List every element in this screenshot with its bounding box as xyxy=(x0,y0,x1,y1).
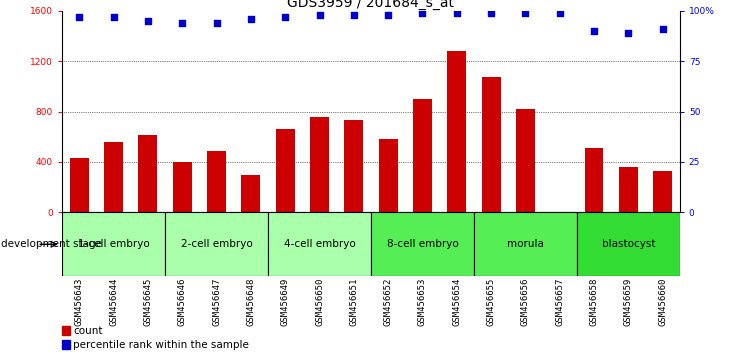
Bar xyxy=(62,340,70,349)
Bar xyxy=(379,139,398,212)
Point xyxy=(588,28,600,34)
Bar xyxy=(413,99,432,212)
Point xyxy=(623,30,635,36)
Bar xyxy=(207,150,226,212)
Text: GSM456658: GSM456658 xyxy=(589,278,599,326)
Bar xyxy=(310,116,329,212)
Point xyxy=(382,12,394,17)
Text: GSM456659: GSM456659 xyxy=(624,278,633,326)
Text: 2-cell embryo: 2-cell embryo xyxy=(181,239,252,249)
Bar xyxy=(105,142,123,212)
Title: GDS3959 / 201684_s_at: GDS3959 / 201684_s_at xyxy=(287,0,455,10)
FancyBboxPatch shape xyxy=(268,212,371,276)
Bar xyxy=(619,167,637,212)
Bar xyxy=(70,158,88,212)
FancyBboxPatch shape xyxy=(577,212,680,276)
Bar xyxy=(447,51,466,212)
Bar xyxy=(241,175,260,212)
Text: GSM456651: GSM456651 xyxy=(349,278,358,326)
Text: GSM456657: GSM456657 xyxy=(556,278,564,326)
Text: 1-cell embryo: 1-cell embryo xyxy=(77,239,149,249)
FancyBboxPatch shape xyxy=(62,212,165,276)
FancyBboxPatch shape xyxy=(474,212,577,276)
Point xyxy=(314,12,325,17)
Text: GSM456645: GSM456645 xyxy=(143,278,153,326)
Bar xyxy=(344,120,363,212)
Text: GSM456654: GSM456654 xyxy=(452,278,461,326)
Text: GSM456647: GSM456647 xyxy=(212,278,221,326)
Text: GSM456649: GSM456649 xyxy=(281,278,289,326)
Text: GSM456646: GSM456646 xyxy=(178,278,186,326)
Bar xyxy=(173,162,192,212)
Text: GSM456656: GSM456656 xyxy=(521,278,530,326)
Bar xyxy=(276,129,295,212)
Point xyxy=(211,20,222,25)
Text: GSM456652: GSM456652 xyxy=(384,278,393,326)
Text: GSM456655: GSM456655 xyxy=(487,278,496,326)
FancyBboxPatch shape xyxy=(371,212,474,276)
Text: GSM456643: GSM456643 xyxy=(75,278,84,326)
Text: GSM456644: GSM456644 xyxy=(109,278,118,326)
Point xyxy=(451,10,463,16)
Bar xyxy=(138,136,157,212)
Point xyxy=(417,10,428,16)
Bar xyxy=(585,148,604,212)
Text: GSM456660: GSM456660 xyxy=(658,278,667,326)
Point xyxy=(554,10,566,16)
Text: GSM456653: GSM456653 xyxy=(418,278,427,326)
Text: 4-cell embryo: 4-cell embryo xyxy=(284,239,355,249)
Point xyxy=(73,14,85,19)
Text: blastocyst: blastocyst xyxy=(602,239,655,249)
Text: GSM456648: GSM456648 xyxy=(246,278,255,326)
FancyBboxPatch shape xyxy=(165,212,268,276)
Point xyxy=(107,14,119,19)
Point xyxy=(520,10,531,16)
Text: 8-cell embryo: 8-cell embryo xyxy=(387,239,458,249)
Bar xyxy=(654,171,672,212)
Bar xyxy=(516,109,535,212)
Text: development stage: development stage xyxy=(1,239,102,249)
Point xyxy=(279,14,291,19)
Point xyxy=(142,18,154,23)
Text: count: count xyxy=(73,326,102,336)
Text: percentile rank within the sample: percentile rank within the sample xyxy=(73,340,249,350)
Point xyxy=(485,10,497,16)
Bar xyxy=(62,326,70,335)
Point xyxy=(176,20,188,25)
Point xyxy=(348,12,360,17)
Point xyxy=(657,26,669,32)
Text: GSM456650: GSM456650 xyxy=(315,278,324,326)
Point xyxy=(245,16,257,22)
Bar xyxy=(482,78,501,212)
Text: morula: morula xyxy=(507,239,544,249)
